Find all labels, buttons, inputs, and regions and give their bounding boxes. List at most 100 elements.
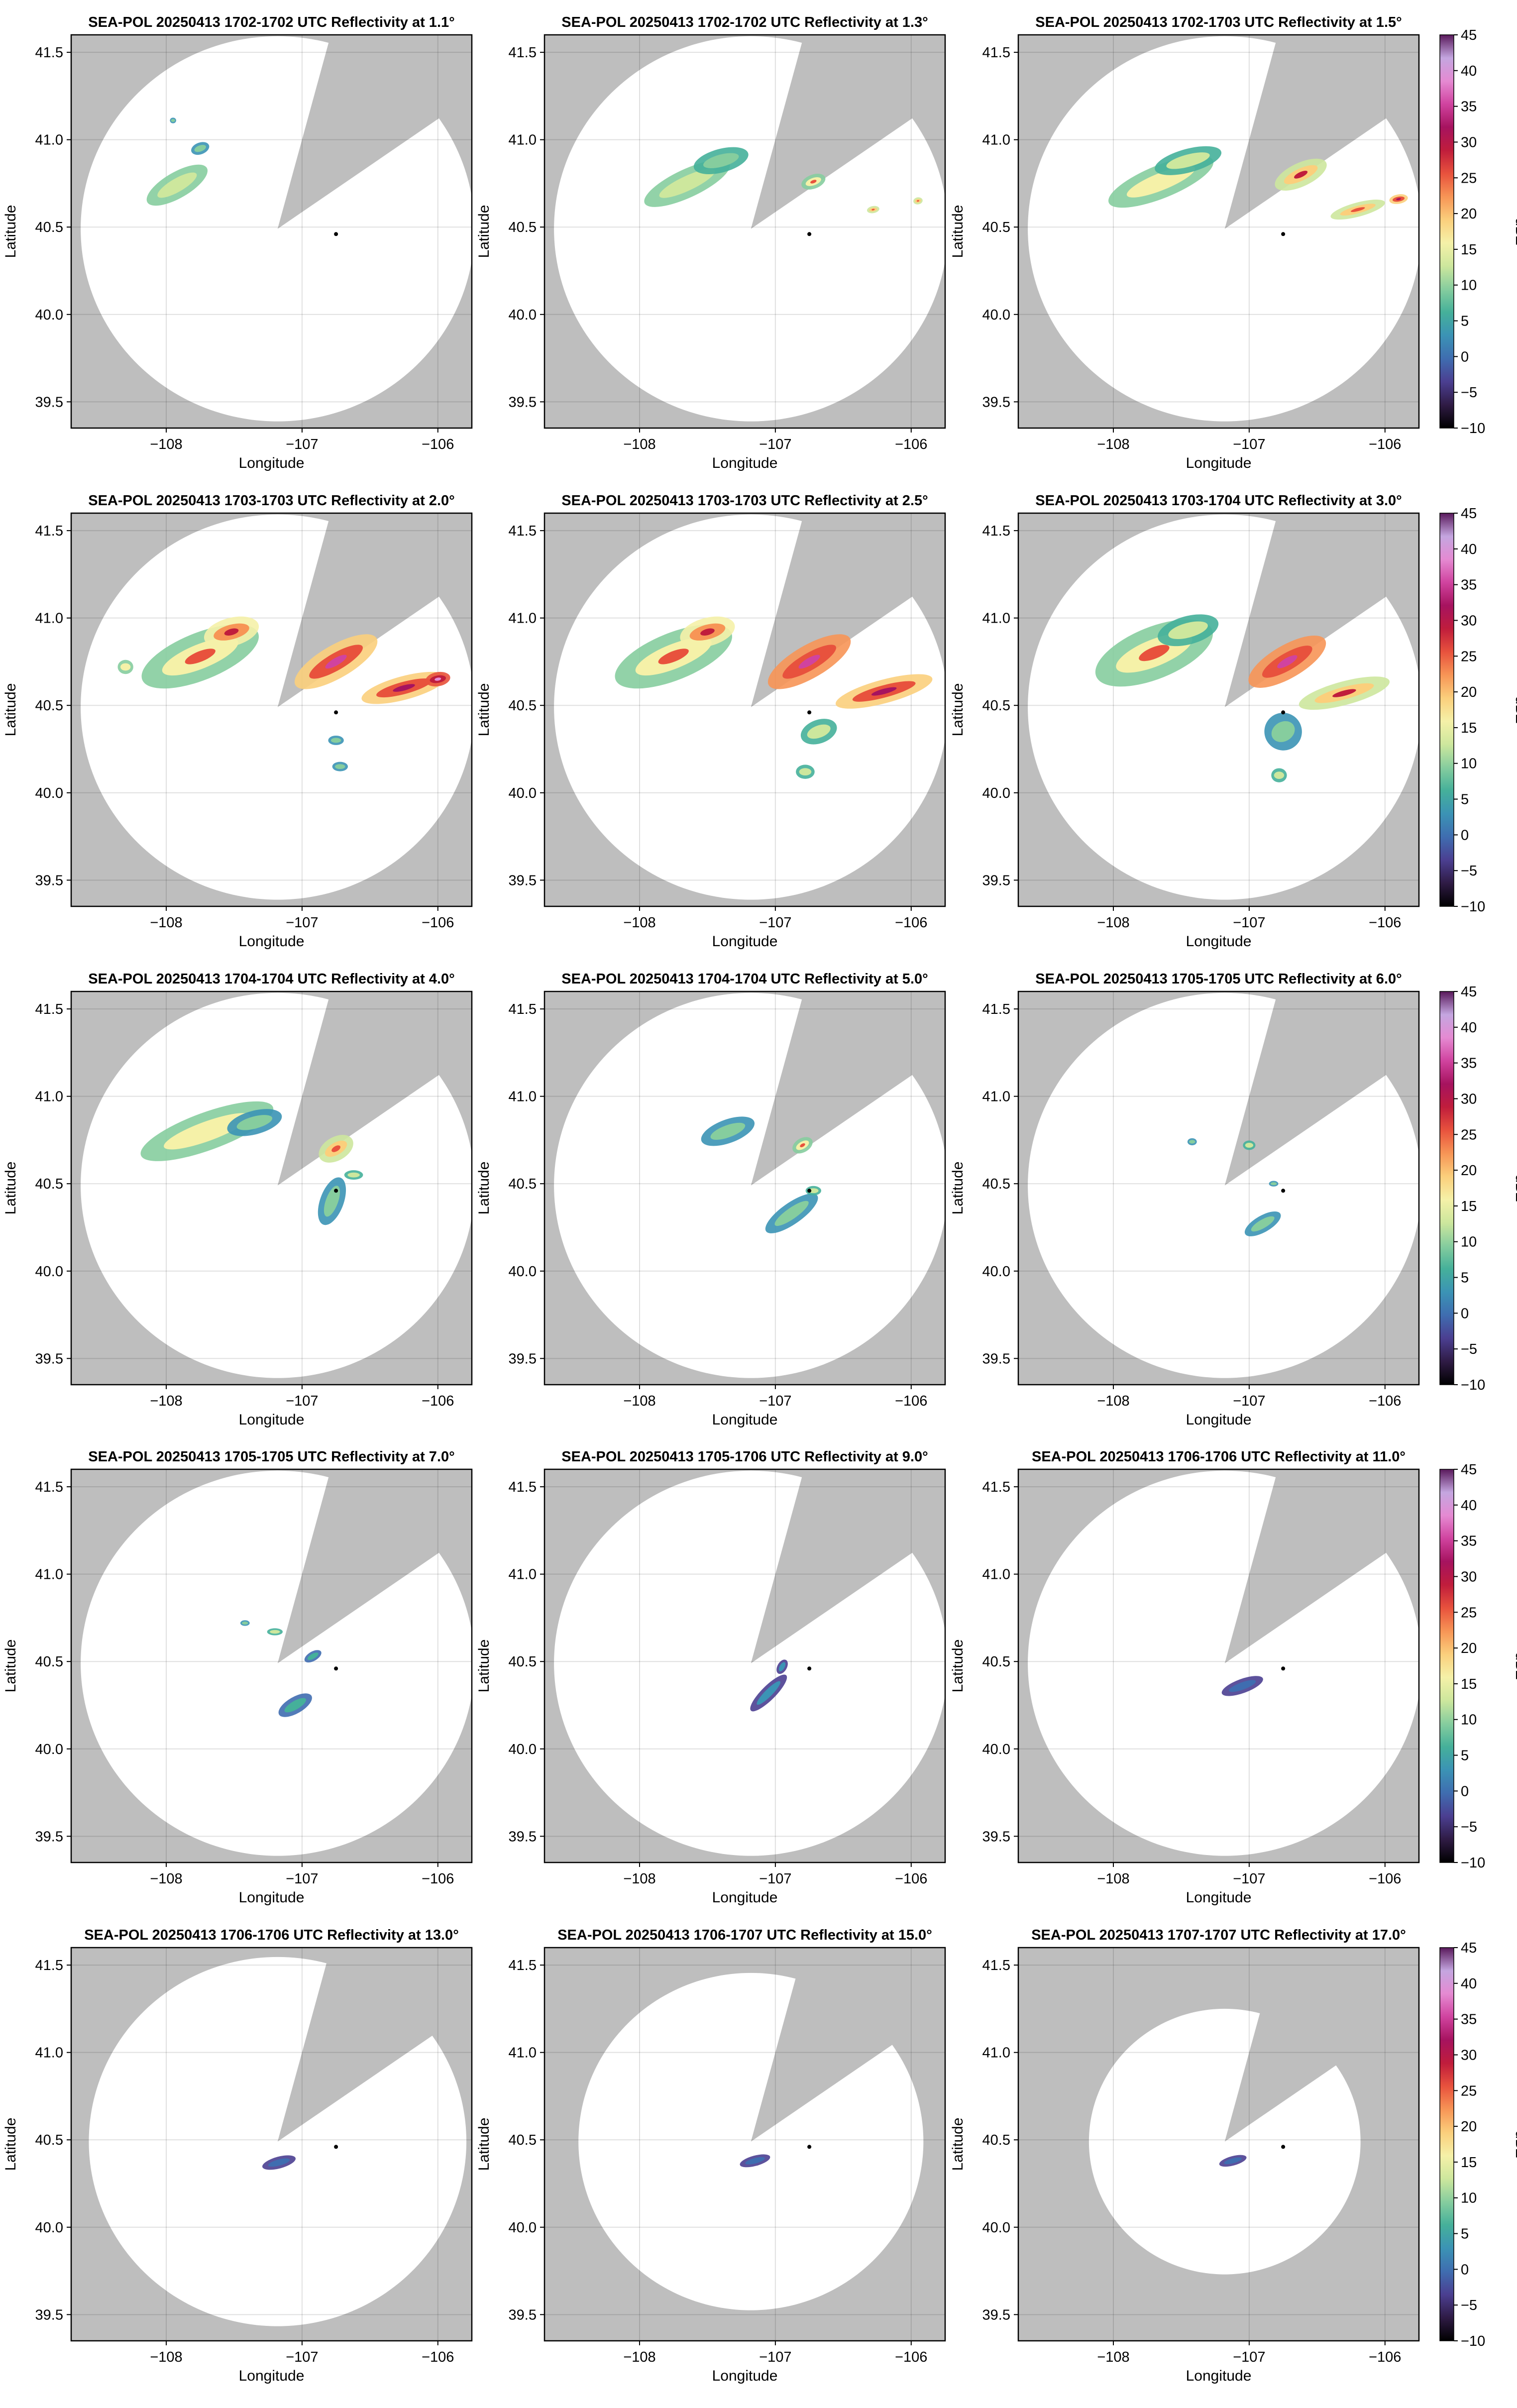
- x-axis-label: Longitude: [239, 1412, 305, 1428]
- x-tick-label: −107: [286, 437, 318, 452]
- y-tick-label: 41.0: [35, 611, 63, 627]
- site-marker: [807, 232, 812, 236]
- y-tick-label: 39.5: [982, 394, 1010, 410]
- colorbar-tick-label: 30: [1461, 2047, 1477, 2063]
- radar-coverage: [1028, 1470, 1419, 1856]
- reflectivity-echo: [1229, 1680, 1256, 1692]
- radar-coverage: [554, 1470, 945, 1856]
- radar-panel: SEA-POL 20250413 1704-1704 UTC Reflectiv…: [2, 971, 473, 1428]
- y-axis-label: Latitude: [2, 205, 19, 258]
- x-axis-label: Longitude: [712, 1412, 778, 1428]
- y-tick-label: 40.5: [982, 1654, 1010, 1670]
- x-tick-label: −108: [150, 915, 182, 931]
- plot-frame: [543, 1468, 946, 1863]
- site-marker: [1281, 1666, 1286, 1671]
- reflectivity-echo: [799, 768, 812, 776]
- colorbar-tick-label: −10: [1461, 421, 1485, 437]
- reflectivity-echo: [1166, 152, 1210, 169]
- radar-panel: SEA-POL 20250413 1703-1703 UTC Reflectiv…: [2, 493, 473, 950]
- x-tick-label: −106: [422, 915, 454, 931]
- reflectivity-echo: [434, 677, 441, 681]
- colorbar: [1439, 991, 1454, 1385]
- y-tick-label: 40.0: [35, 1264, 63, 1280]
- x-tick-label: −108: [623, 1393, 655, 1409]
- colorbar-tick-label: −5: [1461, 1341, 1477, 1357]
- y-axis-label: Latitude: [2, 2118, 19, 2171]
- colorbar-tick-label: 10: [1461, 278, 1477, 294]
- y-tick-label: 41.5: [982, 45, 1010, 61]
- colorbar-tick-label: −10: [1461, 1855, 1485, 1871]
- y-tick-label: 39.5: [509, 1351, 537, 1367]
- reflectivity-echo: [284, 1698, 306, 1713]
- y-tick-label: 41.0: [35, 1567, 63, 1583]
- y-tick-label: 41.0: [982, 611, 1010, 627]
- colorbar-tick-label: 40: [1461, 63, 1477, 79]
- radar-coverage: [554, 992, 945, 1378]
- y-tick-label: 40.0: [35, 785, 63, 801]
- colorbar-tick-label: 15: [1461, 720, 1477, 736]
- y-tick-label: 40.0: [982, 1264, 1010, 1280]
- colorbar-tick-label: 25: [1461, 649, 1477, 664]
- colorbar-tick-label: −5: [1461, 863, 1477, 879]
- y-tick-label: 40.5: [982, 1176, 1010, 1192]
- x-tick-label: −107: [759, 2349, 791, 2365]
- y-tick-label: 39.5: [982, 873, 1010, 888]
- y-tick-label: 41.5: [509, 45, 537, 61]
- reflectivity-echo: [916, 200, 919, 202]
- panel-title: SEA-POL 20250413 1705-1705 UTC Reflectiv…: [1035, 971, 1402, 987]
- y-axis-label: Latitude: [950, 1162, 966, 1215]
- panel-title: SEA-POL 20250413 1706-1707 UTC Reflectiv…: [557, 1927, 932, 1943]
- colorbar-tick-label: 25: [1461, 1127, 1477, 1143]
- reflectivity-echo: [330, 738, 341, 743]
- reflectivity-echo: [324, 1186, 340, 1217]
- x-tick-label: −108: [623, 2349, 655, 2365]
- y-tick-label: 39.5: [982, 1829, 1010, 1845]
- site-marker: [1281, 2145, 1286, 2149]
- y-tick-label: 39.5: [35, 2307, 63, 2323]
- x-tick-label: −106: [895, 1393, 927, 1409]
- panel-title: SEA-POL 20250413 1704-1704 UTC Reflectiv…: [88, 971, 454, 987]
- plot-frame: [543, 1947, 946, 2342]
- y-tick-label: 39.5: [35, 1829, 63, 1845]
- y-tick-label: 40.5: [35, 2132, 63, 2148]
- reflectivity-echo: [774, 1201, 809, 1226]
- colorbar-tick-label: 20: [1461, 2119, 1477, 2135]
- y-tick-label: 39.5: [509, 394, 537, 410]
- colorbar-tick-label: 45: [1461, 27, 1477, 43]
- reflectivity-echo: [1332, 689, 1356, 697]
- x-tick-label: −107: [286, 1871, 318, 1887]
- radar-panel: SEA-POL 20250413 1706-1707 UTC Reflectiv…: [476, 1927, 946, 2384]
- y-tick-label: 39.5: [509, 2307, 537, 2323]
- colorbar-tick-label: 25: [1461, 170, 1477, 186]
- colorbar-tick-label: 45: [1461, 1940, 1477, 1956]
- colorbar-tick-label: 25: [1461, 1605, 1477, 1621]
- reflectivity-echo: [307, 1652, 319, 1660]
- x-tick-label: −108: [150, 437, 182, 452]
- colorbar-tick-label: 5: [1461, 314, 1469, 329]
- plot-frame: [70, 512, 473, 907]
- colorbar-tick-label: 5: [1461, 1748, 1469, 1764]
- colorbar-tick-label: 40: [1461, 1976, 1477, 1992]
- reflectivity-echo: [798, 655, 820, 669]
- x-tick-label: −106: [422, 2349, 454, 2365]
- panel-title: SEA-POL 20250413 1702-1703 UTC Reflectiv…: [1035, 14, 1402, 30]
- colorbar-tick-label: 45: [1461, 1462, 1477, 1478]
- x-axis-label: Longitude: [239, 2368, 305, 2384]
- colorbar-tick-label: 35: [1461, 1533, 1477, 1549]
- plot-frame: [1017, 990, 1420, 1386]
- colorbar-tick-label: 10: [1461, 1712, 1477, 1728]
- y-tick-label: 39.5: [982, 2307, 1010, 2323]
- radar-panel: SEA-POL 20250413 1702-1702 UTC Reflectiv…: [476, 14, 946, 471]
- reflectivity-echo: [325, 655, 347, 669]
- reflectivity-echo: [157, 172, 197, 198]
- panel-title: SEA-POL 20250413 1705-1705 UTC Reflectiv…: [88, 1449, 454, 1465]
- reflectivity-echo: [807, 724, 831, 739]
- colorbar-label: dBZ: [1513, 696, 1517, 723]
- radar-coverage: [554, 36, 945, 422]
- colorbar-tick-label: −5: [1461, 1819, 1477, 1835]
- plot-frame: [1017, 512, 1420, 907]
- radar-panel: SEA-POL 20250413 1705-1705 UTC Reflectiv…: [950, 971, 1517, 1428]
- radar-panel: SEA-POL 20250413 1703-1703 UTC Reflectiv…: [476, 493, 946, 950]
- y-tick-label: 41.0: [982, 2045, 1010, 2061]
- x-tick-label: −108: [150, 1871, 182, 1887]
